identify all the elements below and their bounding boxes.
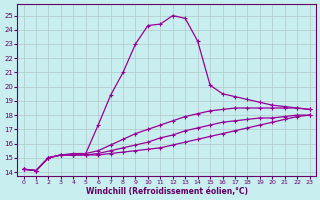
X-axis label: Windchill (Refroidissement éolien,°C): Windchill (Refroidissement éolien,°C) <box>85 187 248 196</box>
